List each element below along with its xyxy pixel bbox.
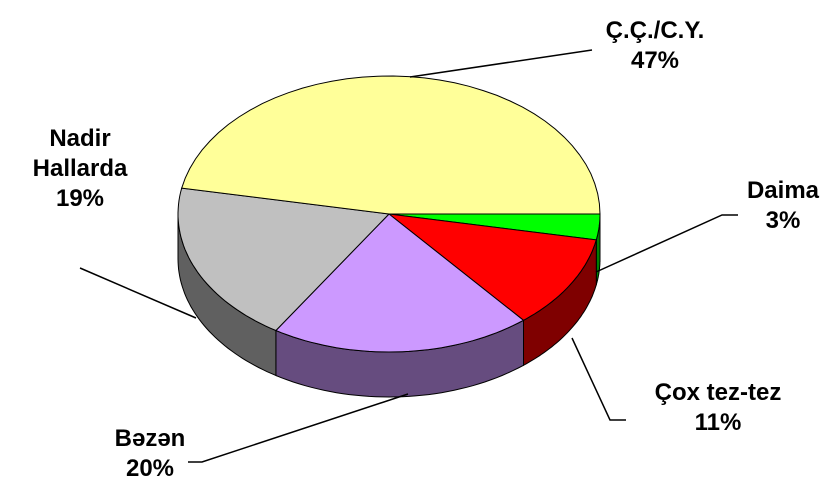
leader-line <box>188 393 409 463</box>
category-label: Bəzən <box>114 425 186 452</box>
leader-line <box>595 214 738 273</box>
category-label: Çox tez-tez <box>654 379 782 406</box>
leader-line <box>409 49 593 78</box>
category-label: Daima <box>746 177 820 204</box>
leader-line <box>79 267 197 319</box>
category-label: Nadir Hallarda <box>32 125 128 182</box>
slice <box>275 213 525 353</box>
value-label: 20% <box>125 455 175 482</box>
value-label: 3% <box>765 207 801 234</box>
slice <box>387 213 597 321</box>
slice-label: Nadir Hallarda 19% <box>5 124 155 214</box>
slice-label: Daima 3% <box>728 176 838 236</box>
value-label: 19% <box>55 185 105 212</box>
value-label: 47% <box>630 47 680 74</box>
category-label: Ç.Ç./C.Y. <box>605 17 705 44</box>
slice-label: Ç.Ç./C.Y. 47% <box>570 16 740 76</box>
slice <box>181 75 601 215</box>
value-label: 11% <box>694 409 742 436</box>
slice-label: Bəzən 20% <box>90 424 210 484</box>
leader-line <box>571 337 626 421</box>
slice <box>177 187 391 332</box>
slice-label: Çox tez-tez 11% <box>618 378 818 438</box>
